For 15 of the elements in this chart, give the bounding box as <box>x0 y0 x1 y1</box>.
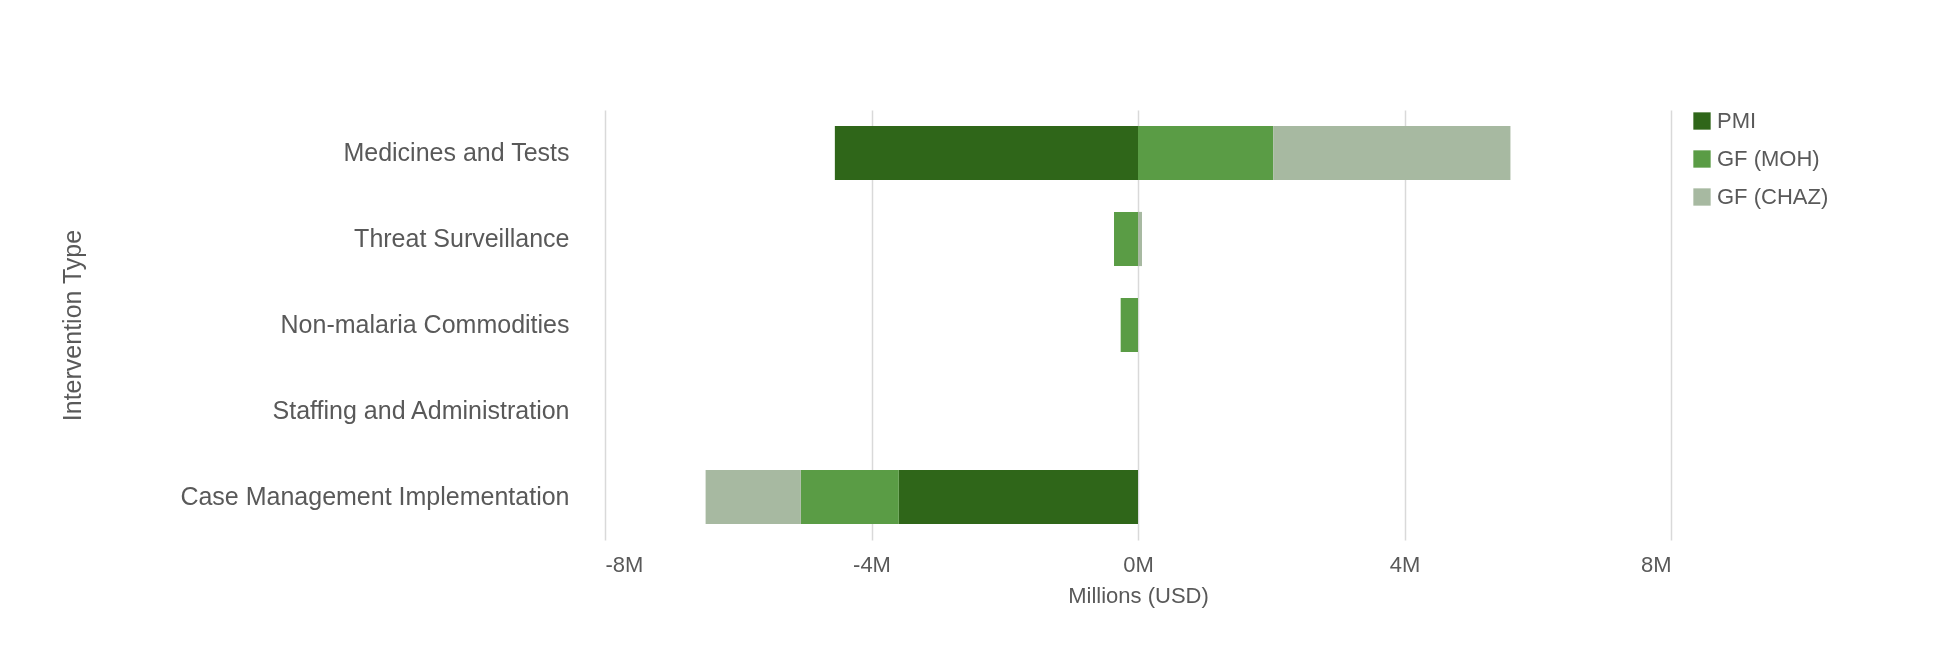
y-tick-label: Staffing and Administration <box>272 396 570 424</box>
x-axis-title: Millions (USD) <box>1068 582 1209 608</box>
x-tick-label: -8M <box>605 551 644 577</box>
x-tick-label: 8M <box>1640 551 1672 577</box>
y-axis-title: Intervention Type <box>57 229 86 422</box>
y-tick-label: Non-malaria Commodities <box>280 310 570 338</box>
legend-label: PMI <box>1717 108 1757 133</box>
x-tick-label: 4M <box>1389 551 1421 577</box>
legend-label: GF (CHAZ) <box>1717 184 1829 209</box>
y-tick-label: Case Management Implementation <box>180 482 570 510</box>
x-tick-label: -4M <box>853 551 891 577</box>
y-tick-label: Threat Surveillance <box>354 224 570 252</box>
x-tick-label: 0M <box>1123 551 1154 577</box>
legend-label: GF (MOH) <box>1717 146 1820 171</box>
y-tick-label: Medicines and Tests <box>343 138 570 166</box>
